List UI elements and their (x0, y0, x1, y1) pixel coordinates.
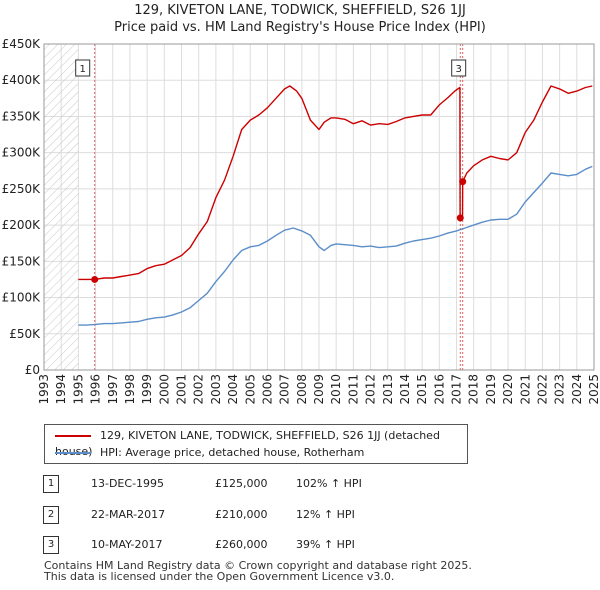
x-tick-label: 2008 (295, 374, 309, 405)
x-tick-label: 2010 (329, 374, 343, 405)
x-tick-label: 2014 (398, 374, 412, 405)
sale-price: £210,000 (215, 508, 268, 521)
x-tick-label: 2006 (260, 374, 274, 405)
y-tick-label: £450K (2, 37, 42, 51)
x-tick-label: 2003 (209, 374, 223, 405)
legend-label-hpi: HPI: Average price, detached house, Roth… (100, 446, 365, 459)
y-tick-label: £250K (2, 182, 42, 196)
x-tick-label: 1996 (89, 374, 103, 405)
x-tick-label: 1997 (106, 374, 120, 405)
y-tick-label: £200K (2, 218, 42, 232)
sale-point-2 (456, 214, 464, 222)
x-tick-label: 2024 (570, 374, 584, 405)
x-tick-label: 2020 (501, 374, 515, 405)
property-price-line (78, 85, 593, 281)
sale-number: 2 (43, 506, 59, 524)
footer-line-2: This data is licensed under the Open Gov… (44, 570, 395, 583)
x-tick-label: 2009 (312, 374, 326, 405)
x-tick-label: 2015 (415, 374, 429, 405)
x-tick-label: 2022 (535, 374, 549, 405)
price-chart: 1 3 £0 £50K £100K £150K £200K £250K £300K £350K £… (2, 37, 600, 405)
sale-date: 10-MAY-2017 (91, 538, 163, 551)
x-tick-label: 2007 (278, 374, 292, 405)
x-tick-label: 2017 (450, 374, 464, 405)
x-tick-label: 1994 (54, 374, 68, 405)
footer: Contains HM Land Registry data © Crown c… (44, 560, 472, 582)
sale-point-1 (91, 275, 99, 283)
x-tick-label: 1998 (123, 374, 137, 405)
x-tick-label: 2012 (364, 374, 378, 405)
sale-hpi: 12% ↑ HPI (296, 508, 355, 521)
sale-label-box-1 (75, 59, 91, 77)
legend-item-hpi: HPI: Average price, detached house, Roth… (55, 445, 364, 461)
sale-label-box-3 (451, 59, 467, 77)
legend: 129, KIVETON LANE, TODWICK, SHEFFIELD, S… (44, 424, 468, 464)
sale-date: 22-MAR-2017 (91, 508, 166, 521)
x-tick-label: 2025 (587, 374, 600, 405)
x-tick-label: 2019 (484, 374, 498, 405)
sale-hpi: 39% ↑ HPI (296, 538, 355, 551)
x-tick-label: 2018 (467, 374, 481, 405)
x-tick-label: 1999 (140, 374, 154, 405)
x-tick-label: 1993 (37, 374, 51, 405)
x-tick-label: 2023 (553, 374, 567, 405)
y-tick-label: £0 (25, 363, 40, 377)
sale-price: £260,000 (215, 538, 268, 551)
x-tick-label: 2001 (175, 374, 189, 405)
x-tick-label: 2004 (226, 374, 240, 405)
x-tick-label: 2016 (432, 374, 446, 405)
hpi-line (78, 165, 593, 326)
sale-point-3 (459, 178, 467, 186)
x-tick-label: 2011 (346, 374, 360, 405)
sale-number: 1 (43, 475, 59, 493)
x-tick-label: 2021 (518, 374, 532, 405)
x-tick-label: 2002 (192, 374, 206, 405)
sale-price: £125,000 (215, 477, 268, 490)
y-tick-label: £150K (2, 254, 42, 268)
sale-row: 2 22-MAR-2017 £210,000 12% ↑ HPI (0, 506, 600, 528)
footer-line-1: Contains HM Land Registry data © Crown c… (44, 559, 472, 572)
y-tick-label: £100K (2, 291, 42, 305)
sale-row: 3 10-MAY-2017 £260,000 39% ↑ HPI (0, 536, 600, 558)
legend-label-property: 129, KIVETON LANE, TODWICK, SHEFFIELD, S… (55, 429, 440, 458)
y-tick-label: £50K (9, 327, 41, 341)
x-tick-label: 2013 (381, 374, 395, 405)
x-tick-label: 2005 (243, 374, 257, 405)
legend-swatch-property (55, 435, 91, 437)
x-tick-label: 1995 (71, 374, 85, 405)
chart-subtitle: Price paid vs. HM Land Registry's House … (114, 20, 486, 35)
sale-label-1: 1 (80, 64, 86, 75)
chart-title: 129, KIVETON LANE, TODWICK, SHEFFIELD, S… (134, 3, 466, 18)
y-tick-label: £300K (2, 146, 42, 160)
sale-row: 1 13-DEC-1995 £125,000 102% ↑ HPI (0, 475, 600, 497)
sale-hpi: 102% ↑ HPI (296, 477, 362, 490)
y-tick-label: £400K (2, 73, 42, 87)
plot-frame (43, 43, 595, 371)
pre-data-hatched-region (44, 44, 79, 370)
sale-number: 3 (43, 536, 59, 554)
sale-date: 13-DEC-1995 (91, 477, 165, 490)
y-tick-label: £350K (2, 109, 42, 123)
legend-item-property: 129, KIVETON LANE, TODWICK, SHEFFIELD, S… (55, 428, 467, 458)
legend-swatch-hpi (55, 452, 91, 454)
x-tick-label: 2000 (157, 374, 171, 405)
sale-label-3: 3 (456, 64, 462, 75)
